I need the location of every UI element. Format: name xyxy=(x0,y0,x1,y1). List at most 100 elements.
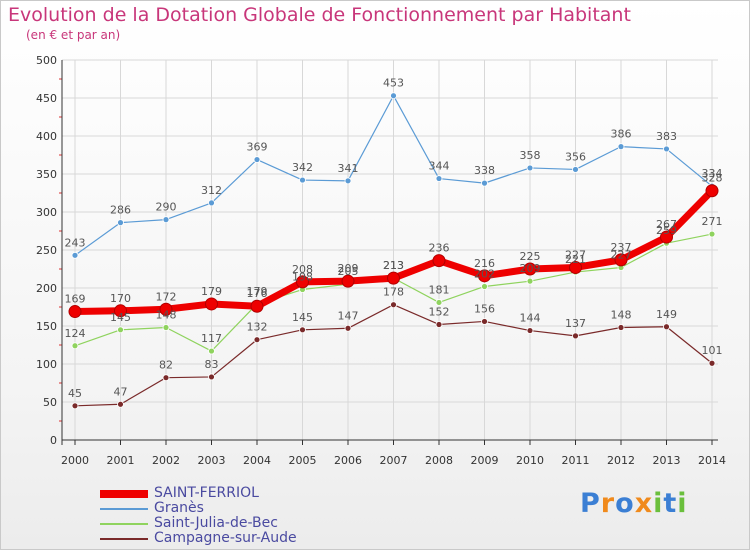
data-point-saint-ferriol xyxy=(341,274,355,288)
chart-title: Evolution de la Dotation Globale de Fonc… xyxy=(8,4,631,26)
x-tick-label: 2007 xyxy=(380,454,408,467)
data-label-saint-julia-de-bec: 181 xyxy=(429,283,450,296)
data-point-gran-s xyxy=(299,176,306,184)
legend-swatch xyxy=(100,507,148,510)
data-label-saint-julia-de-bec: 227 xyxy=(611,248,632,261)
data-label-saint-julia-de-bec: 148 xyxy=(156,309,177,322)
data-point-saint-ferriol xyxy=(296,275,309,289)
x-tick-label: 2003 xyxy=(198,454,226,467)
y-tick-label: 150 xyxy=(36,320,57,333)
data-point-saint-ferriol xyxy=(68,305,82,319)
data-point-gran-s xyxy=(117,219,124,227)
data-point-saint-ferriol xyxy=(432,254,446,268)
data-point-saint-ferriol xyxy=(387,271,400,285)
legend-swatch xyxy=(100,537,148,540)
data-label-saint-julia-de-bec: 145 xyxy=(110,311,131,324)
data-point-gran-s xyxy=(481,179,488,187)
y-tick-label: 200 xyxy=(36,282,57,295)
data-label-saint-ferriol: 328 xyxy=(702,172,723,185)
x-tick-label: 2010 xyxy=(516,454,544,467)
data-point-gran-s xyxy=(390,92,397,100)
data-label-gran-s: 356 xyxy=(565,150,586,163)
x-tick-label: 2000 xyxy=(61,454,89,467)
y-tick-label: 100 xyxy=(36,358,57,371)
x-tick-label: 2001 xyxy=(107,454,135,467)
data-point-campagne-sur-aude xyxy=(299,326,306,334)
data-point-gran-s xyxy=(344,177,352,185)
data-label-saint-ferriol: 208 xyxy=(292,263,313,276)
data-label-gran-s: 369 xyxy=(247,141,268,154)
data-label-campagne-sur-aude: 149 xyxy=(656,308,677,321)
data-label-gran-s: 386 xyxy=(611,128,632,141)
legend-item: Granès xyxy=(100,501,297,516)
legend-item: Saint-Julia-de-Bec xyxy=(100,516,297,531)
data-label-campagne-sur-aude: 47 xyxy=(114,385,128,398)
data-labels: 243 286 290 312 369 342 341 453 344 338 358 356 386 3… xyxy=(65,77,723,400)
data-point-saint-ferriol xyxy=(660,230,673,244)
legend-item: SAINT-FERRIOL xyxy=(100,486,297,501)
data-point-gran-s xyxy=(526,164,534,172)
data-label-gran-s: 286 xyxy=(110,204,131,217)
data-point-saint-julia-de-bec xyxy=(71,342,79,350)
data-label-gran-s: 338 xyxy=(474,164,495,177)
data-point-gran-s xyxy=(208,199,215,207)
data-label-campagne-sur-aude: 147 xyxy=(338,309,359,322)
logo-letter: r xyxy=(600,488,616,519)
data-point-campagne-sur-aude xyxy=(162,374,170,382)
data-label-gran-s: 383 xyxy=(656,130,677,143)
y-tick-label: 500 xyxy=(36,54,57,67)
data-label-saint-ferriol: 227 xyxy=(565,248,586,261)
logo-letter: x xyxy=(634,488,654,519)
data-point-gran-s xyxy=(253,156,261,163)
data-point-saint-ferriol xyxy=(614,253,628,267)
data-point-campagne-sur-aude xyxy=(208,373,215,381)
data-label-campagne-sur-aude: 82 xyxy=(159,359,173,372)
legend-label: SAINT-FERRIOL xyxy=(154,485,259,501)
x-tick-label: 2009 xyxy=(471,454,499,467)
proxiti-logo: Proxiti xyxy=(580,488,688,519)
data-label-saint-julia-de-bec: 213 xyxy=(383,259,404,272)
data-point-gran-s xyxy=(71,251,79,259)
data-point-campagne-sur-aude xyxy=(481,318,488,325)
data-point-saint-julia-de-bec xyxy=(435,299,443,306)
data-label-saint-julia-de-bec: 117 xyxy=(201,332,222,345)
data-label-gran-s: 344 xyxy=(429,160,450,173)
data-label-gran-s: 243 xyxy=(65,236,86,249)
data-point-campagne-sur-aude xyxy=(344,324,352,332)
data-label-saint-ferriol: 236 xyxy=(429,242,450,255)
data-label-saint-julia-de-bec: 271 xyxy=(702,215,723,228)
legend: SAINT-FERRIOL Granès Saint-Julia-de-Bec Cam… xyxy=(100,486,297,546)
y-tick-label: 350 xyxy=(36,168,57,181)
grid-lines xyxy=(62,59,718,440)
data-label-campagne-sur-aude: 137 xyxy=(565,317,586,330)
x-tick-label: 2004 xyxy=(243,454,271,467)
data-point-gran-s xyxy=(162,216,170,224)
data-label-gran-s: 290 xyxy=(156,201,177,214)
x-tick-label: 2006 xyxy=(334,454,362,467)
logo-letter: i xyxy=(677,488,688,519)
data-point-campagne-sur-aude xyxy=(435,321,443,328)
data-label-saint-ferriol: 225 xyxy=(520,250,541,263)
legend-label: Granès xyxy=(154,500,204,516)
data-point-saint-ferriol xyxy=(705,184,719,198)
data-point-saint-ferriol xyxy=(205,297,218,311)
data-label-saint-julia-de-bec: 179 xyxy=(247,285,268,298)
series-lines xyxy=(68,92,719,410)
data-label-saint-ferriol: 209 xyxy=(338,262,359,275)
data-label-campagne-sur-aude: 145 xyxy=(292,311,313,324)
data-label-campagne-sur-aude: 178 xyxy=(383,286,404,299)
data-point-gran-s xyxy=(435,175,443,182)
data-label-saint-julia-de-bec: 198 xyxy=(292,271,313,284)
data-label-campagne-sur-aude: 152 xyxy=(429,305,450,318)
data-label-campagne-sur-aude: 101 xyxy=(702,344,723,357)
y-tick-label: 50 xyxy=(43,396,57,409)
data-label-campagne-sur-aude: 156 xyxy=(474,302,495,315)
data-point-saint-julia-de-bec xyxy=(708,230,716,238)
data-label-saint-ferriol: 216 xyxy=(474,257,495,270)
logo-letter: t xyxy=(663,488,678,519)
data-point-campagne-sur-aude xyxy=(663,323,670,331)
y-tick-label: 0 xyxy=(50,434,57,447)
data-label-saint-ferriol: 213 xyxy=(383,259,404,272)
data-point-saint-ferriol xyxy=(569,260,582,274)
data-point-campagne-sur-aude xyxy=(390,301,397,309)
